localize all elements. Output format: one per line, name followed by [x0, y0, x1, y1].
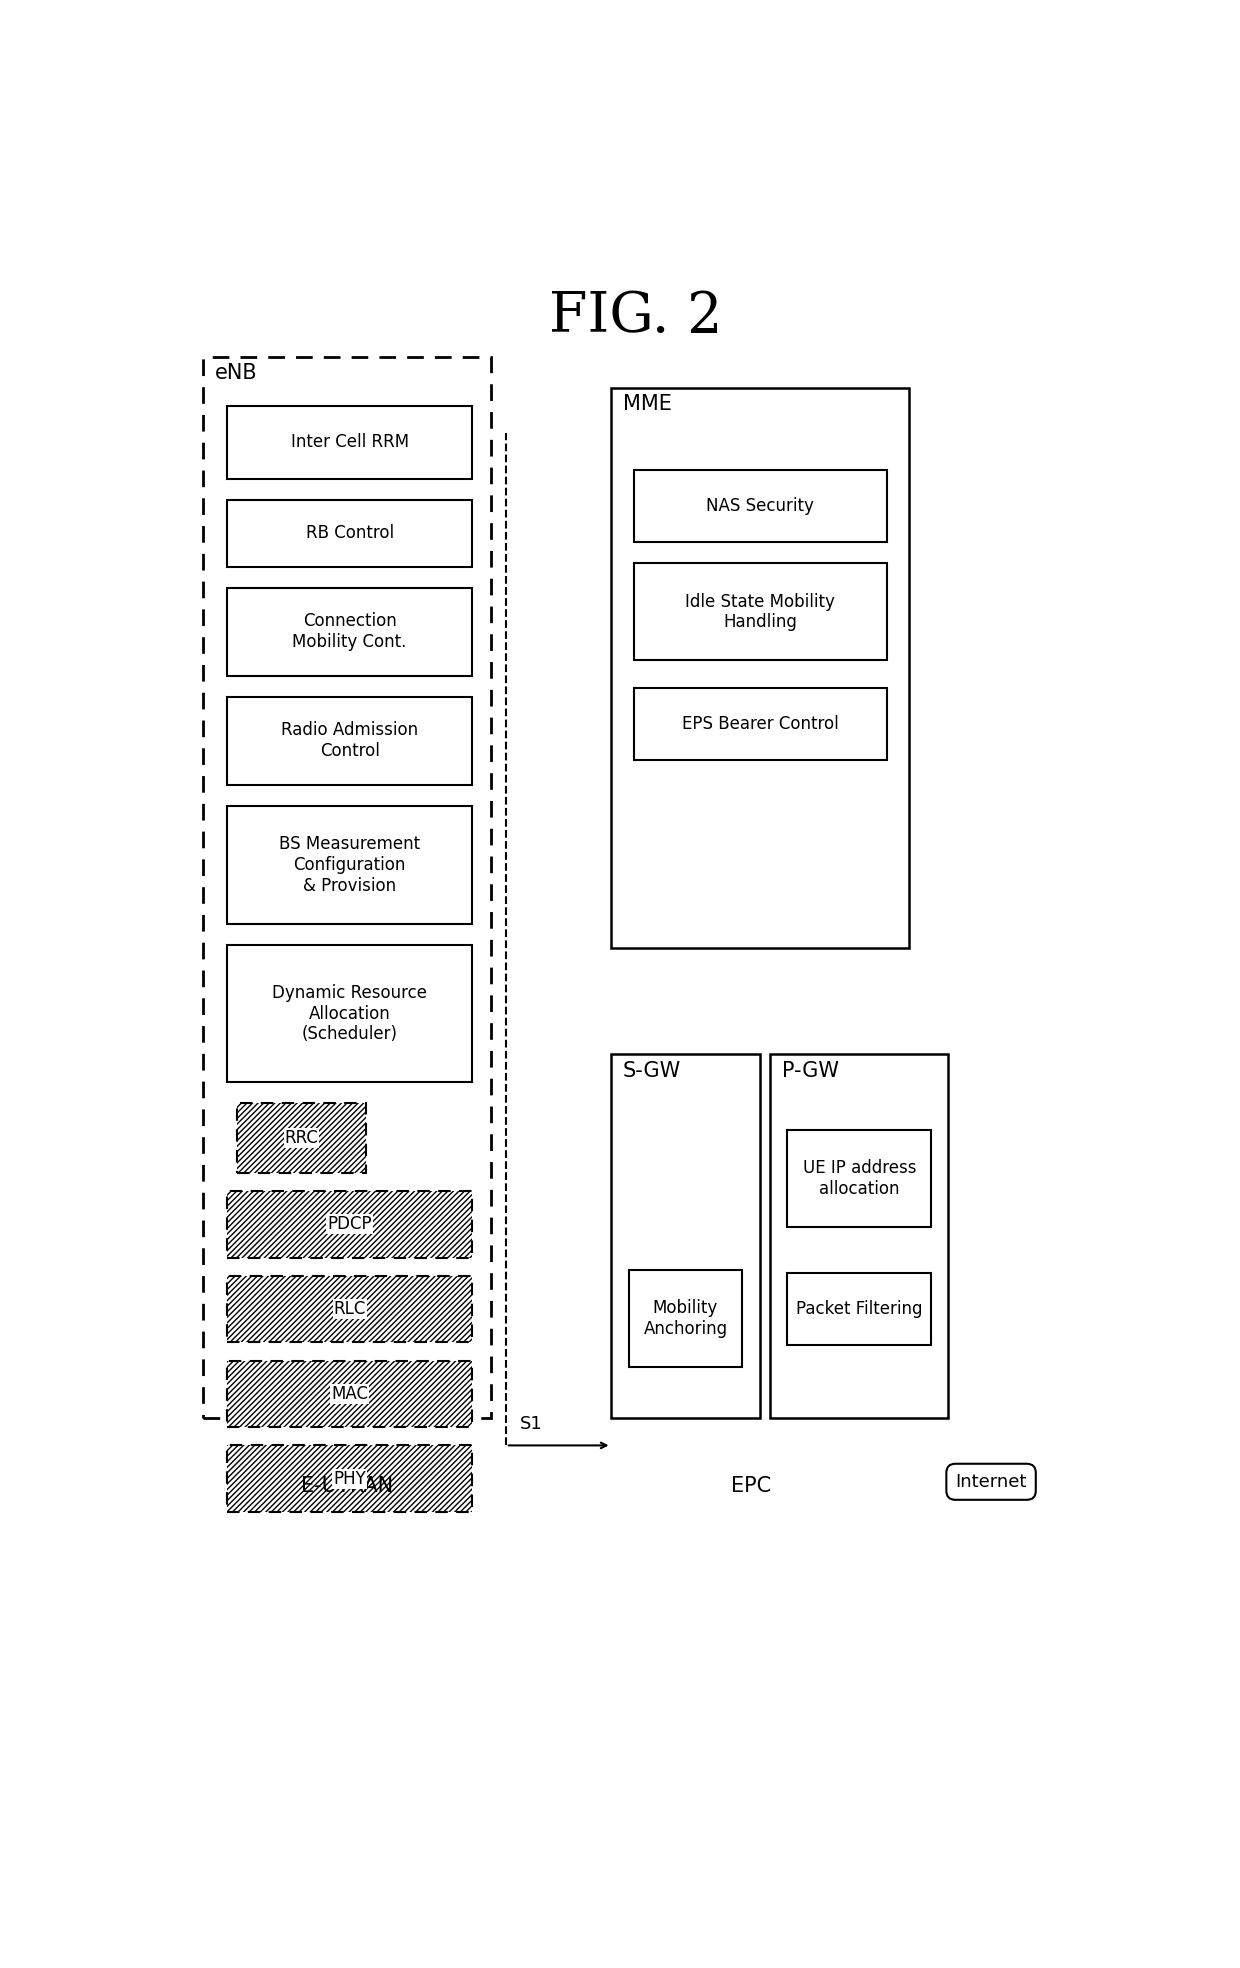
Text: eNB: eNB: [215, 364, 257, 384]
Bar: [634, 563, 888, 661]
Text: PHY: PHY: [334, 1470, 366, 1488]
Bar: [787, 1273, 931, 1346]
Text: EPS Bearer Control: EPS Bearer Control: [682, 714, 838, 734]
Text: NAS Security: NAS Security: [707, 496, 815, 516]
Bar: [203, 358, 491, 1419]
Text: Idle State Mobility
Handling: Idle State Mobility Handling: [686, 592, 836, 632]
Bar: [227, 1445, 472, 1511]
Bar: [611, 388, 909, 949]
Bar: [227, 697, 472, 785]
Bar: [629, 1269, 743, 1366]
Text: RRC: RRC: [285, 1130, 319, 1147]
Text: Inter Cell RRM: Inter Cell RRM: [290, 433, 409, 451]
Text: RB Control: RB Control: [305, 523, 393, 541]
Bar: [237, 1102, 367, 1173]
Bar: [227, 500, 472, 567]
Text: RLC: RLC: [334, 1301, 366, 1319]
Bar: [634, 687, 888, 760]
Bar: [227, 1360, 472, 1427]
Bar: [227, 1191, 472, 1258]
Bar: [227, 807, 472, 925]
Bar: [227, 588, 472, 675]
Text: BS Measurement
Configuration
& Provision: BS Measurement Configuration & Provision: [279, 834, 420, 895]
Text: Connection
Mobility Cont.: Connection Mobility Cont.: [293, 612, 407, 651]
Text: EPC: EPC: [730, 1476, 771, 1496]
Text: E-UTRAN: E-UTRAN: [301, 1476, 393, 1496]
Bar: [237, 1102, 367, 1173]
Text: PDCP: PDCP: [327, 1214, 372, 1234]
Text: MME: MME: [622, 394, 672, 413]
Text: Mobility
Anchoring: Mobility Anchoring: [644, 1299, 728, 1338]
Text: Internet: Internet: [955, 1472, 1027, 1492]
Bar: [227, 1191, 472, 1258]
Text: Packet Filtering: Packet Filtering: [796, 1301, 923, 1319]
Bar: [634, 470, 888, 543]
Bar: [227, 1360, 472, 1427]
Bar: [787, 1130, 931, 1228]
Bar: [227, 405, 472, 478]
Bar: [227, 1445, 472, 1511]
Text: P-GW: P-GW: [781, 1061, 838, 1080]
Text: Radio Admission
Control: Radio Admission Control: [281, 722, 418, 760]
Text: FIG. 2: FIG. 2: [549, 289, 722, 344]
Text: MAC: MAC: [331, 1385, 368, 1403]
Bar: [227, 1275, 472, 1342]
Text: Dynamic Resource
Allocation
(Scheduler): Dynamic Resource Allocation (Scheduler): [272, 984, 427, 1043]
Bar: [611, 1055, 760, 1419]
Text: S-GW: S-GW: [622, 1061, 681, 1080]
Bar: [227, 1275, 472, 1342]
Bar: [770, 1055, 947, 1419]
Text: S1: S1: [521, 1415, 543, 1433]
Text: UE IP address
allocation: UE IP address allocation: [802, 1159, 916, 1199]
Bar: [227, 945, 472, 1082]
